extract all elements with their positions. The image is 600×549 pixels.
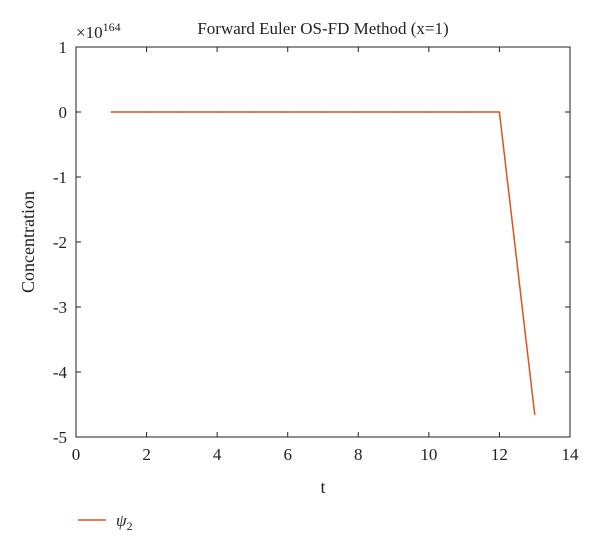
y-multiplier: ×10164 [76,20,121,42]
x-axis-label: t [320,477,325,497]
x-tick-label: 10 [420,445,437,464]
legend-label-base: ψ [116,511,127,530]
y-tick-label: -4 [53,363,68,382]
x-tick-label: 4 [213,445,222,464]
data-point [286,111,289,113]
y-multiplier-base: ×10 [76,23,103,42]
legend-label: ψ2 [116,511,133,533]
data-point [322,111,324,113]
y-axis-label: Concentration [18,191,38,293]
x-tick-label: 6 [283,445,292,464]
series-line-psi2 [111,111,536,415]
data-point [357,111,360,113]
x-tick-label: 2 [142,445,151,464]
data-point [392,111,395,113]
x-tick-label: 8 [354,445,363,464]
legend-label-subscript: 2 [127,519,133,533]
data-point [463,111,465,113]
x-tick-label: 12 [491,445,508,464]
y-tick-label: -5 [53,428,67,447]
data-point [110,111,113,113]
x-tick-label: 0 [72,445,81,464]
data-point [533,413,536,416]
data-point [251,111,254,113]
data-point [145,111,148,113]
y-tick-label: 1 [59,38,68,57]
chart-title: Forward Euler OS-FD Method (x=1) [197,19,448,38]
data-point [181,111,183,113]
y-tick-label: -2 [53,233,67,252]
y-multiplier-exponent: 164 [103,20,121,34]
data-point [498,111,501,113]
axes-box [75,46,571,438]
legend: ψ2 [78,511,133,533]
y-tick-label: -3 [53,298,67,317]
y-tick-label: 0 [59,103,68,122]
data-point [428,111,430,113]
data-point [216,111,218,113]
y-tick-label: -1 [53,168,67,187]
x-tick-label: 14 [562,445,580,464]
